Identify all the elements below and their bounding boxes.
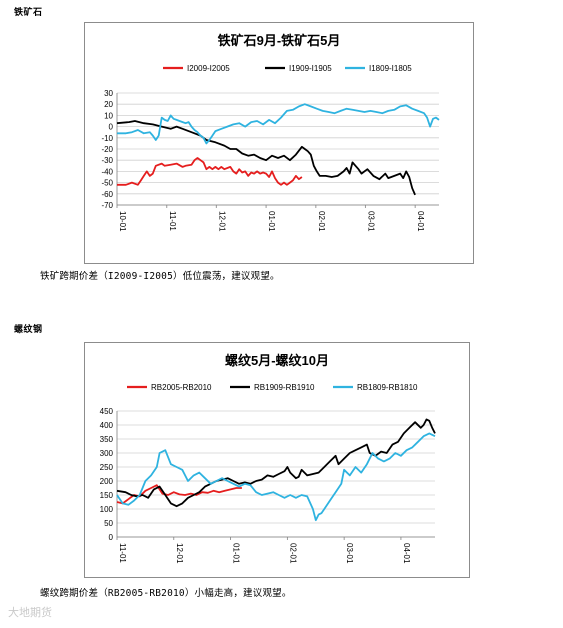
y-tick-label: -20: [101, 145, 113, 154]
chart-title: 铁矿石9月-铁矿石5月: [217, 33, 341, 48]
section-heading-rebar: 螺纹钢: [14, 325, 43, 335]
series-line-2: [116, 432, 436, 522]
series-line-1: [116, 418, 436, 508]
commentary-iron-ore: 铁矿跨期价差（I2009-I2005）低位震荡，建议观望。: [40, 271, 280, 282]
y-tick-label: 0: [109, 533, 114, 542]
x-tick-label: 03-01: [345, 543, 354, 564]
watermark-logo: 大地期货: [8, 606, 52, 619]
y-tick-label: 200: [100, 477, 114, 486]
series-line-2: [117, 103, 440, 145]
x-tick-label: 02-01: [317, 211, 326, 232]
x-tick-label: 11-01: [168, 211, 177, 231]
chart-rebar: 螺纹5月-螺纹10月 450 400 350 300 250 200 150 100 50 0 11-…: [84, 342, 470, 578]
y-tick-label: 350: [100, 435, 114, 444]
legend-label-1: RB1909-RB1910: [254, 383, 315, 392]
legend-label-0: RB2005-RB2010: [151, 383, 212, 392]
x-tick-label: 11-01: [118, 543, 127, 563]
y-tick-label: -70: [101, 201, 113, 210]
legend-label-1: I1909-I1905: [289, 64, 332, 73]
chart-rebar-svg: 螺纹5月-螺纹10月 450 400 350 300 250 200 150 100 50 0 11-…: [100, 353, 436, 564]
x-tick-label: 12-01: [217, 211, 226, 232]
x-tick-label: 01-01: [232, 543, 241, 564]
y-tick-label: 50: [104, 519, 113, 528]
x-tick-label: 04-01: [416, 211, 425, 232]
series-line-1: [116, 120, 416, 196]
y-tick-label: 300: [100, 449, 114, 458]
x-tick-label: 03-01: [366, 211, 375, 232]
y-tick-label: 250: [100, 463, 114, 472]
x-tick-label: 12-01: [175, 543, 184, 564]
legend-label-0: I2009-I2005: [187, 64, 230, 73]
series-line-0: [117, 157, 303, 186]
chart-title: 螺纹5月-螺纹10月: [225, 353, 329, 368]
y-tick-label: 100: [100, 505, 114, 514]
y-tick-label: -60: [101, 190, 113, 199]
y-tick-label: 20: [104, 100, 113, 109]
y-tick-label: 400: [100, 421, 114, 430]
y-tick-label: 30: [104, 89, 113, 98]
x-tick-label: 10-01: [118, 211, 127, 232]
y-tick-label: 10: [104, 111, 113, 120]
y-tick-label: 0: [109, 123, 114, 132]
legend-label-2: RB1809-RB1810: [357, 383, 418, 392]
x-tick-label: 04-01: [402, 543, 411, 564]
x-tick-label: 02-01: [288, 543, 297, 564]
y-tick-label: 450: [100, 407, 114, 416]
legend-label-2: I1809-I1805: [369, 64, 412, 73]
commentary-rebar: 螺纹跨期价差（RB2005-RB2010）小幅走高，建议观望。: [40, 588, 292, 599]
chart-iron-ore: 铁矿石9月-铁矿石5月 30 20 10 0 -10 -20 -30 -40 -50 -60 -70 1…: [84, 22, 474, 264]
y-tick-label: 150: [100, 491, 114, 500]
series-line-0: [116, 484, 242, 505]
y-tick-label: -40: [101, 167, 113, 176]
y-tick-label: -30: [101, 156, 113, 165]
chart-iron-ore-svg: 铁矿石9月-铁矿石5月 30 20 10 0 -10 -20 -30 -40 -50 -60 -70 1…: [101, 33, 440, 232]
section-heading-iron-ore: 铁矿石: [14, 8, 43, 18]
x-tick-label: 01-01: [267, 211, 276, 232]
y-tick-label: -50: [101, 179, 113, 188]
y-tick-label: -10: [101, 134, 113, 143]
